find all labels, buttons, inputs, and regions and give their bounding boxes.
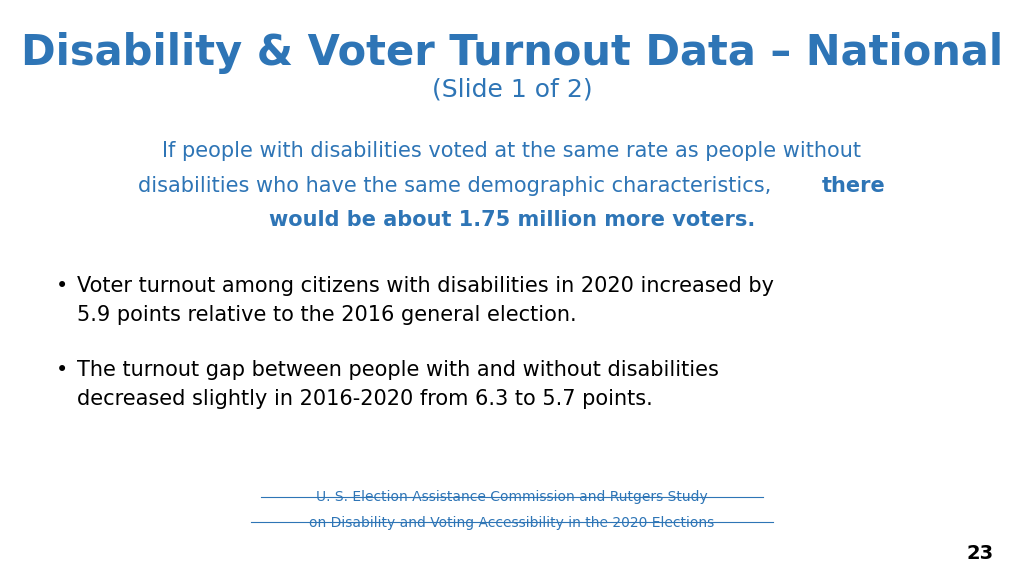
- Text: on Disability and Voting Accessibility in the 2020 Elections: on Disability and Voting Accessibility i…: [309, 516, 715, 529]
- Text: The turnout gap between people with and without disabilities: The turnout gap between people with and …: [77, 360, 719, 380]
- Text: Voter turnout among citizens with disabilities in 2020 increased by: Voter turnout among citizens with disabi…: [77, 276, 774, 297]
- Text: Disability & Voter Turnout Data – National: Disability & Voter Turnout Data – Nation…: [20, 32, 1004, 74]
- Text: 23: 23: [967, 544, 993, 563]
- Text: there: there: [822, 176, 886, 196]
- Text: disabilities who have the same demographic characteristics,: disabilities who have the same demograph…: [138, 176, 778, 196]
- Text: •: •: [56, 360, 69, 380]
- Text: U. S. Election Assistance Commission and Rutgers Study: U. S. Election Assistance Commission and…: [316, 490, 708, 503]
- Text: decreased slightly in 2016-2020 from 6.3 to 5.7 points.: decreased slightly in 2016-2020 from 6.3…: [77, 389, 652, 409]
- Text: (Slide 1 of 2): (Slide 1 of 2): [432, 78, 592, 102]
- Text: •: •: [56, 276, 69, 297]
- Text: would be about 1.75 million more voters.: would be about 1.75 million more voters.: [269, 210, 755, 230]
- Text: 5.9 points relative to the 2016 general election.: 5.9 points relative to the 2016 general …: [77, 305, 577, 325]
- Text: If people with disabilities voted at the same rate as people without: If people with disabilities voted at the…: [163, 141, 861, 161]
